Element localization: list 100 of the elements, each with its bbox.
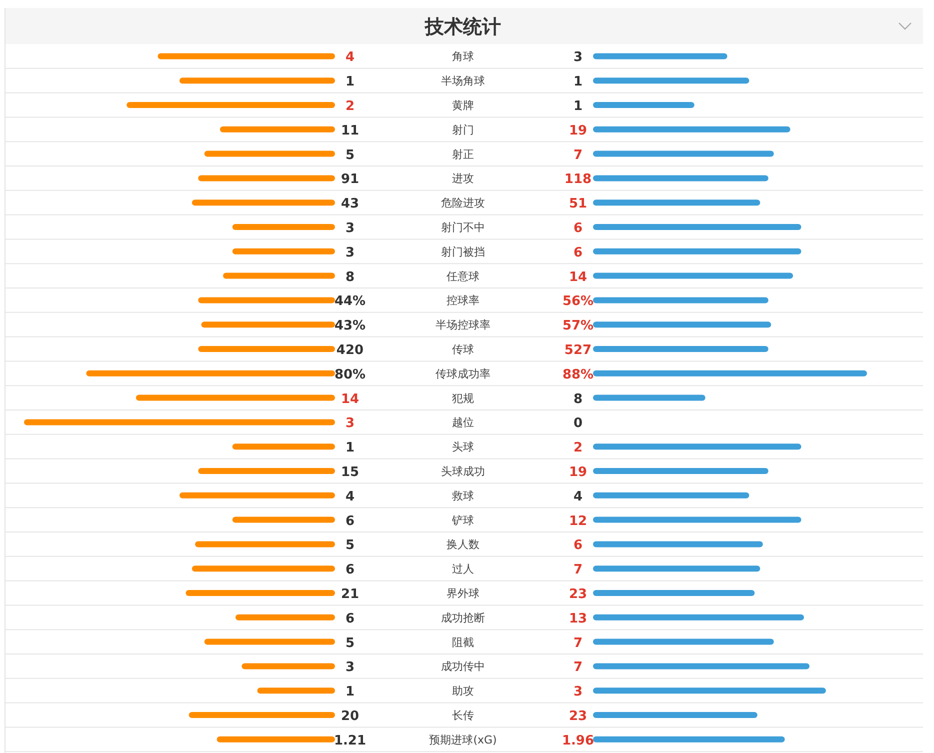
bar: [593, 346, 768, 352]
y-tick-label: 0: [573, 416, 583, 432]
y-tick-label: 80%: [334, 367, 366, 382]
bar: [593, 736, 785, 742]
y-tick-label: 14: [340, 392, 360, 407]
text: 危险进攻: [441, 196, 485, 210]
y-tick-label: 21: [340, 587, 360, 602]
text: 传球成功率: [436, 367, 490, 380]
bar: [593, 175, 768, 182]
bar: [593, 126, 790, 132]
text: 射门被挡: [441, 245, 485, 258]
y-tick-label: 3: [345, 245, 355, 260]
text: 犯规: [452, 392, 474, 405]
bar: [593, 78, 750, 84]
bar: [593, 297, 768, 304]
bar: [593, 590, 755, 596]
y-tick-label: 6: [573, 538, 583, 554]
y-tick-label: 5: [345, 636, 355, 651]
y-tick-label: 6: [573, 221, 583, 236]
y-tick-label: 1: [345, 684, 355, 700]
y-tick-label: 88%: [562, 367, 594, 382]
bar: [593, 322, 772, 328]
y-tick-label: 6: [573, 245, 583, 260]
y-tick-label: 5: [345, 148, 355, 163]
y-tick-label: 527: [564, 343, 592, 358]
y-tick-label: 4: [345, 489, 355, 504]
text: 救球: [451, 489, 474, 502]
y-tick-label: 1: [573, 74, 583, 90]
y-tick-label: 6: [345, 562, 355, 578]
text: 黄牌: [452, 99, 474, 112]
y-tick-label: 8: [573, 392, 583, 407]
bar: [593, 444, 802, 450]
y-tick-label: 4: [345, 50, 355, 66]
y-tick-label: 44%: [334, 294, 366, 310]
bar: [593, 688, 826, 694]
text: 传球: [452, 343, 474, 356]
y-tick-label: 8: [345, 270, 355, 285]
y-tick-label: 43%: [334, 318, 366, 334]
text: 控球率: [446, 294, 480, 308]
text: 预期进球(xG): [429, 733, 497, 746]
y-tick-label: 1: [345, 74, 355, 90]
y-tick-label: 13: [568, 611, 588, 626]
bar: [593, 370, 867, 376]
bar: [593, 272, 794, 279]
y-tick-label: 19: [568, 123, 588, 138]
y-tick-label: 51: [568, 196, 588, 212]
y-tick-label: 7: [573, 148, 583, 163]
text: 角球: [452, 50, 474, 64]
text: 过人: [452, 562, 474, 576]
text: 半场角球: [441, 74, 485, 88]
y-tick-label: 3: [345, 660, 355, 676]
bar: [593, 468, 768, 474]
bar: [593, 224, 802, 230]
text: 越位: [452, 416, 474, 430]
text: 任意球: [446, 270, 480, 283]
bar: [593, 516, 802, 523]
y-tick-label: 57%: [562, 318, 594, 334]
y-tick-label: 3: [345, 221, 355, 236]
bar: [593, 663, 810, 670]
chart-title: 技术统计: [424, 16, 501, 38]
bar: [593, 638, 774, 645]
bar: [593, 566, 760, 572]
y-tick-label: 43: [340, 196, 360, 212]
y-tick-label: 420: [336, 343, 364, 358]
text: 射门不中: [441, 221, 485, 234]
bar: [593, 394, 706, 401]
y-tick-label: 3: [345, 416, 355, 432]
y-tick-label: 1.96: [562, 733, 594, 748]
bar: [593, 248, 802, 254]
y-tick-label: 4: [573, 489, 583, 504]
y-tick-label: 7: [573, 660, 583, 676]
text: 半场控球率: [436, 318, 490, 332]
bar: [593, 712, 758, 718]
bar: [593, 614, 804, 620]
text: 射门: [452, 123, 474, 136]
y-tick-label: 11: [340, 123, 360, 138]
text: 铲球: [451, 514, 474, 527]
y-tick-label: 2: [345, 99, 355, 114]
y-tick-label: 15: [340, 465, 360, 480]
y-tick-label: 1: [573, 99, 583, 114]
text: 长传: [452, 709, 474, 722]
y-tick-label: 19: [568, 465, 588, 480]
text: 阻截: [452, 636, 474, 649]
bar: [593, 492, 750, 498]
y-tick-label: 20: [340, 709, 360, 724]
y-tick-label: 2: [573, 440, 583, 456]
text: 射正: [452, 148, 474, 161]
y-tick-label: 6: [345, 611, 355, 626]
y-tick-label: 23: [568, 709, 588, 724]
y-tick-label: 12: [568, 514, 588, 529]
y-tick-label: 23: [568, 587, 588, 602]
text: 换人数: [446, 538, 480, 552]
bar: [593, 541, 763, 548]
y-tick-label: 56%: [562, 294, 594, 310]
text: 头球成功: [441, 465, 485, 478]
bar: [593, 200, 760, 206]
y-tick-label: 91: [340, 172, 360, 188]
text: 进攻: [452, 172, 474, 186]
y-tick-label: 1.21: [334, 733, 366, 748]
y-tick-label: 7: [573, 636, 583, 651]
